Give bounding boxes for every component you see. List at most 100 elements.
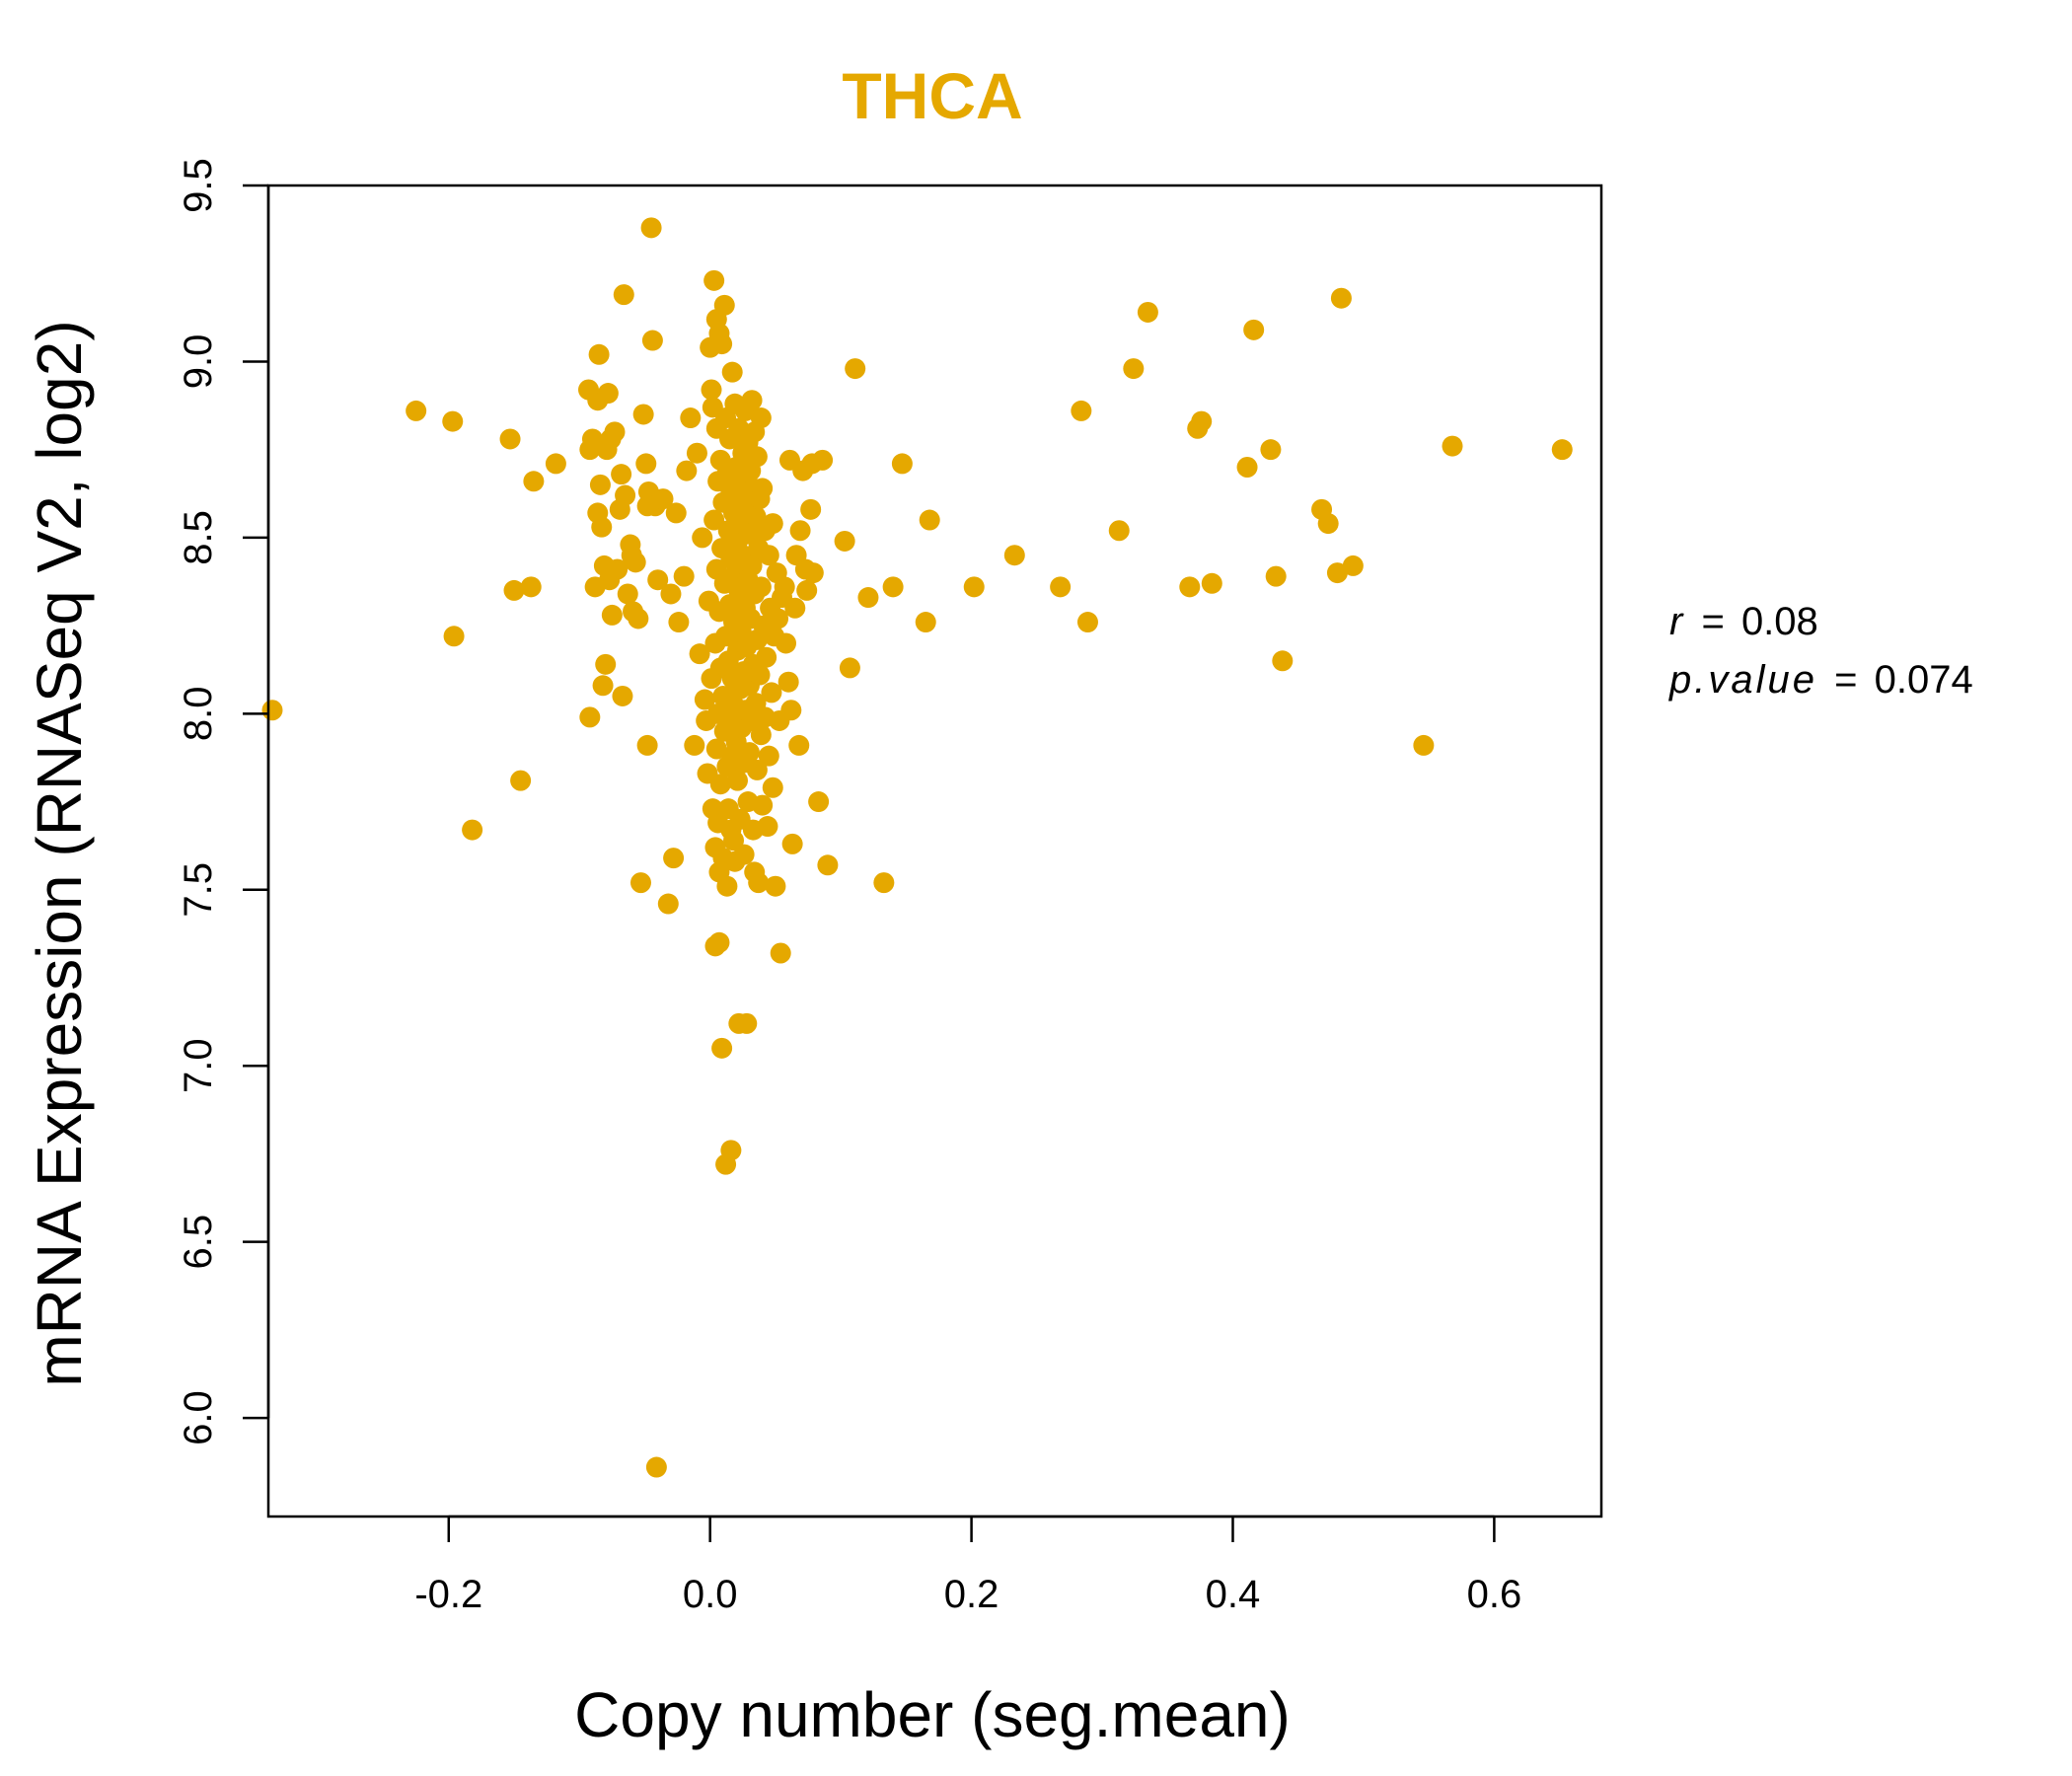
data-point (757, 816, 778, 838)
data-point (711, 1037, 733, 1059)
y-tick-label: 8.0 (177, 687, 220, 742)
data-point (812, 449, 834, 471)
x-tick-label: 0.2 (944, 1573, 999, 1616)
data-point (443, 626, 465, 647)
data-point (686, 442, 707, 464)
data-point (1050, 576, 1072, 598)
data-point (788, 734, 810, 756)
data-point (762, 513, 783, 535)
data-point (915, 612, 936, 633)
data-point (520, 576, 542, 598)
data-point (663, 848, 685, 869)
data-point (703, 269, 725, 291)
data-point (545, 453, 566, 475)
y-tick-label: 9.5 (177, 158, 220, 213)
data-point (765, 875, 786, 897)
data-point (781, 833, 803, 854)
data-point (1137, 301, 1158, 323)
data-point (780, 700, 802, 721)
data-point (761, 682, 782, 703)
data-point (1108, 520, 1130, 542)
data-point (645, 1456, 667, 1478)
data-point (665, 502, 687, 524)
data-point (694, 689, 715, 710)
r-statistic: r = 0.08 (1669, 600, 1818, 643)
data-point (741, 390, 763, 411)
data-point (726, 770, 748, 791)
data-point (1236, 457, 1258, 479)
data-point (1272, 650, 1294, 672)
data-point (640, 217, 662, 239)
data-point (839, 657, 860, 679)
data-point (774, 576, 795, 598)
plot-frame (266, 184, 1603, 1518)
data-point (579, 706, 601, 728)
data-point (777, 671, 799, 693)
data-point (756, 646, 777, 668)
data-point (705, 738, 727, 760)
y-axis: 6.0 6.5 7.0 7.5 8.0 8.5 9.0 9.5 (177, 158, 270, 1445)
data-point (684, 734, 705, 756)
data-point (1201, 572, 1222, 594)
data-point (612, 685, 633, 706)
data-point (808, 791, 830, 813)
data-point (1076, 612, 1098, 633)
data-point (733, 844, 755, 865)
y-tick-label: 6.5 (177, 1215, 220, 1270)
data-point (873, 872, 895, 894)
y-tick-label: 8.5 (177, 510, 220, 565)
data-point (768, 608, 789, 629)
data-point (261, 700, 283, 721)
r-equals: = (1701, 600, 1724, 643)
data-point (1123, 358, 1145, 380)
data-point (581, 428, 603, 450)
data-point (776, 632, 797, 654)
y-tick-label: 7.5 (177, 862, 220, 918)
data-point (629, 872, 651, 894)
y-tick-label: 9.0 (177, 334, 220, 390)
data-point (692, 527, 713, 549)
x-axis-label: Copy number (seg.mean) (574, 1679, 1291, 1750)
data-point (802, 562, 824, 584)
data-point (660, 583, 682, 605)
y-axis-label: mRNA Expression (RNASeq V2, log2) (24, 320, 95, 1386)
data-point (817, 854, 839, 876)
data-point (834, 530, 855, 552)
data-point (784, 597, 806, 619)
data-point (668, 612, 690, 633)
data-point (1191, 410, 1213, 432)
data-point (503, 579, 525, 601)
data-point (713, 294, 735, 316)
p-value-statistic: p.value = 0.074 (1668, 658, 1973, 702)
data-point (721, 361, 743, 383)
data-point (647, 569, 669, 591)
data-point (1071, 400, 1092, 421)
x-tick-label: 0.4 (1206, 1573, 1261, 1616)
x-tick-label: 0.0 (683, 1573, 738, 1616)
data-point (708, 931, 730, 953)
data-point (750, 407, 772, 429)
data-point (746, 759, 768, 780)
data-point (741, 555, 763, 576)
data-point (891, 453, 913, 475)
data-point (462, 819, 483, 841)
data-point (711, 333, 733, 355)
chart-title: THCA (842, 59, 1022, 132)
data-point (632, 404, 654, 425)
data-point (588, 343, 610, 365)
data-point (736, 1012, 758, 1034)
data-point (1003, 545, 1025, 566)
data-point (845, 358, 866, 380)
data-point (595, 653, 617, 675)
data-point (758, 545, 779, 566)
data-point (738, 742, 760, 764)
data-point (750, 724, 772, 746)
data-point (406, 400, 427, 421)
data-point (510, 770, 532, 791)
data-point (750, 576, 772, 598)
data-point (1179, 576, 1201, 598)
data-point (1317, 513, 1339, 535)
data-point (748, 872, 770, 894)
data-points (261, 217, 1573, 1478)
